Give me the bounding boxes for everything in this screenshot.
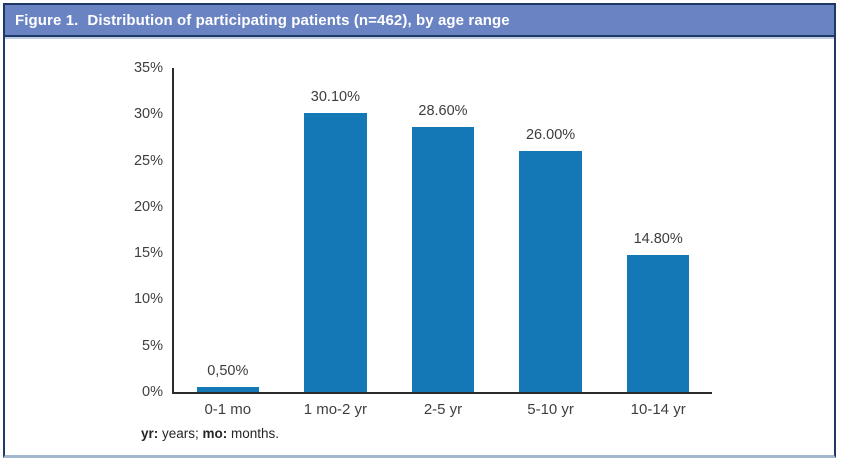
bar [196, 387, 259, 392]
x-tick-label: 2-5 yr [423, 401, 463, 418]
footnote: yr: years; mo: months. [141, 426, 279, 441]
bar [304, 113, 367, 392]
bar-value-label: 26.00% [525, 127, 576, 144]
y-tick-label: 0% [142, 384, 163, 400]
x-tick-label: 5-10 yr [527, 401, 574, 418]
bar-value-label: 30.10% [310, 89, 360, 106]
y-tick-label: 20% [133, 198, 163, 215]
bar-value-label: 14.80% [633, 231, 683, 247]
figure-frame: Figure 1. Distribution of participating … [3, 3, 836, 458]
y-tick-label: 15% [133, 245, 163, 262]
y-axis-ticks: 0% 5% 10% 15% 20% 25% 30% 35% [5, 60, 163, 400]
y-tick-label: 10% [133, 291, 163, 308]
y-tick-label: 30% [133, 106, 163, 123]
footnote-abbr-mo: mo: [202, 426, 228, 441]
bar-group: 28.60% 2-5 yr [389, 68, 497, 418]
bar-group: 26.00% 5-10 yr [497, 68, 605, 418]
y-tick-label: 5% [142, 337, 163, 354]
bar-value-label: 28.60% [418, 103, 468, 120]
bar-value-label: 0,50% [207, 363, 249, 380]
bar [626, 255, 690, 392]
footnote-abbr-yr: yr: [141, 426, 159, 441]
x-tick-label: 1 mo-2 yr [303, 401, 368, 418]
bars-row: 0,50% 0-1 mo 30.10% 1 mo-2 yr 28.60% 2-5 yr 26… [174, 68, 712, 418]
footnote-def-yr: years; [158, 426, 203, 441]
bar-group: 30.10% 1 mo-2 yr [282, 68, 390, 418]
bar-group: 0,50% 0-1 mo [174, 68, 282, 418]
bar-group: 14.80% 10-14 yr [604, 68, 712, 418]
bar [519, 151, 582, 392]
figure-title-text: Distribution of participating patients (… [87, 11, 510, 29]
plot-area: 0,50% 0-1 mo 30.10% 1 mo-2 yr 28.60% 2-5 yr 26… [172, 68, 712, 418]
x-tick-label: 10-14 yr [630, 401, 686, 418]
x-tick-label: 0-1 mo [204, 401, 252, 418]
y-tick-label: 35% [133, 60, 163, 76]
figure-title-bar: Figure 1. Distribution of participating … [5, 3, 834, 37]
y-tick-label: 25% [133, 152, 163, 169]
footnote-def-mo: months. [227, 426, 280, 441]
figure-number-label: Figure 1. [15, 11, 79, 29]
bar-chart: 0% 5% 10% 15% 20% 25% 30% 35% 0,50% 0-1 mo 30.10%… [5, 37, 834, 454]
bar [411, 127, 475, 392]
